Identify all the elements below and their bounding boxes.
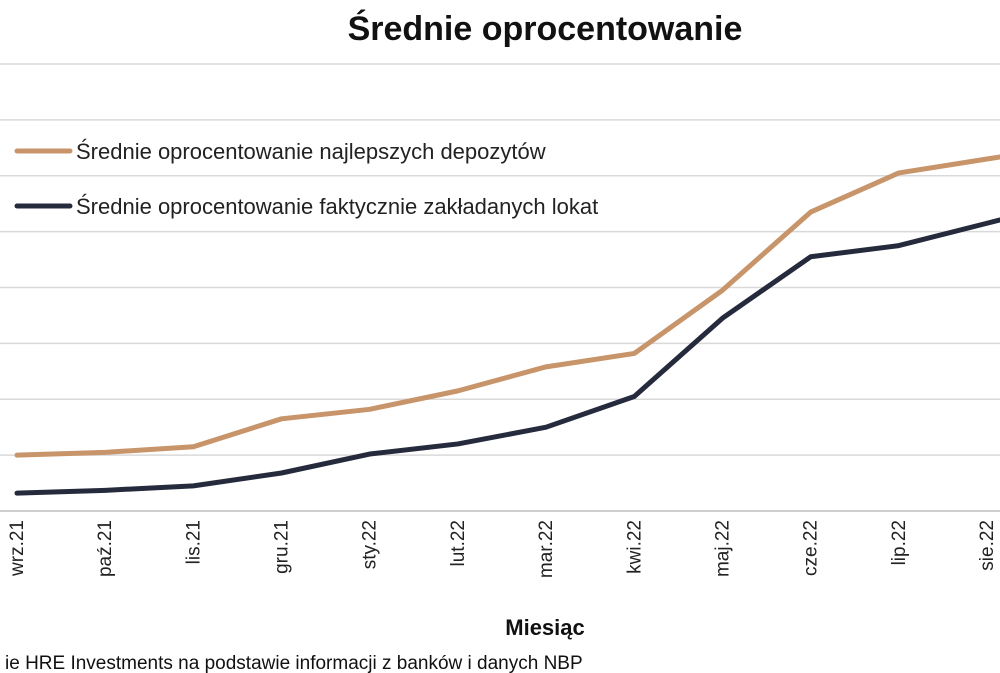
x-tick-label: paź.21 [95, 520, 116, 577]
x-axis-label: Miesiąc [505, 615, 585, 640]
series-line [14, 154, 1000, 458]
x-tick-label: lip.22 [889, 520, 910, 565]
x-tick-label: lis.21 [183, 520, 204, 564]
source-note: ie HRE Investments na podstawie informac… [5, 653, 583, 673]
legend: Średnie oprocentowanie najlepszych depoz… [14, 139, 598, 219]
series-line [14, 217, 1000, 496]
x-tick-label: mar.22 [536, 520, 557, 578]
gridlines [0, 63, 1000, 512]
x-tick-label: gru.21 [272, 520, 293, 574]
series-lines [14, 154, 1000, 496]
x-tick-label: sty.22 [360, 520, 381, 569]
x-tick-label: wrz.21 [7, 520, 28, 577]
legend-label: Średnie oprocentowanie faktycznie zakład… [76, 194, 598, 219]
legend-label: Średnie oprocentowanie najlepszych depoz… [76, 139, 546, 164]
x-tick-label: sie.22 [977, 520, 998, 571]
x-axis-ticks: wrz.21 paź.21 lis.21 gru.21 sty.22 lut.22 mar.… [7, 520, 998, 578]
x-tick-label: kwi.22 [624, 520, 645, 574]
x-tick-label: lut.22 [448, 520, 469, 566]
x-tick-label: maj.22 [712, 520, 733, 577]
x-tick-label: cze.22 [801, 520, 822, 576]
chart-title: Średnie oprocentowanie [348, 10, 743, 48]
